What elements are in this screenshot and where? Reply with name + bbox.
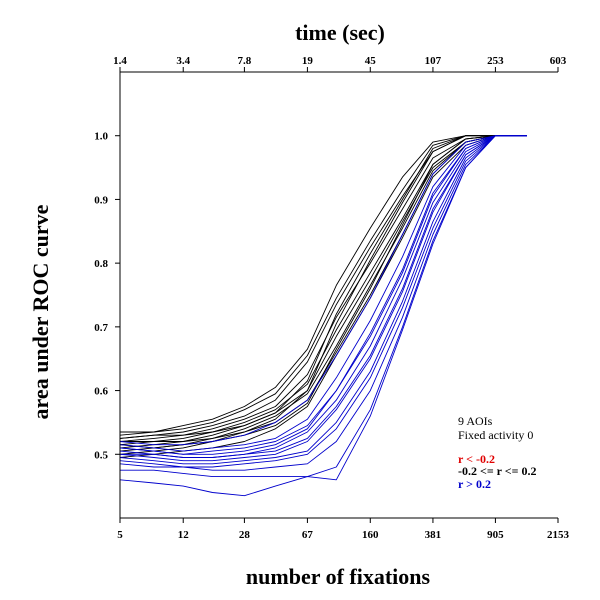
series-line-black-9: [120, 135, 527, 442]
x2-axis-title: time (sec): [295, 20, 385, 45]
x-tick-label: 67: [302, 529, 314, 541]
y-tick-label: 0.9: [94, 194, 108, 206]
series-line-blue-18: [119, 135, 527, 465]
series-line-black-3: [119, 135, 527, 439]
x-tick-label: 12: [178, 529, 190, 541]
series-line-black-4: [119, 135, 527, 442]
x2-tick-label: 45: [365, 55, 377, 67]
legend-entry-red: r < -0.2: [458, 452, 495, 466]
series-line-blue-22: [119, 135, 527, 497]
x2-tick-label: 3.4: [176, 55, 190, 67]
series-line-blue-23: [119, 135, 527, 455]
series-line-blue-24: [120, 135, 527, 458]
legend-heading-1: 9 AOIs: [458, 414, 493, 428]
x2-tick-label: 7.8: [238, 55, 252, 67]
axes-layer: 5 1.4 12 3.4 28 7.8 67 19 160 45 381 107 905 253 2153 6…: [94, 55, 569, 541]
y-tick-label: 0.6: [94, 386, 108, 398]
legend-heading-2: Fixed activity 0: [458, 428, 533, 442]
series-line-blue-17: [119, 135, 527, 462]
series-line-black-10: [119, 135, 527, 449]
series-line-black-11: [119, 135, 527, 439]
x-tick-label: 381: [425, 529, 442, 541]
x-axis-title: number of fixations: [246, 564, 431, 589]
x-tick-label: 5: [117, 529, 123, 541]
series-line-black-1: [120, 135, 527, 433]
x2-tick-label: 603: [550, 55, 567, 67]
x2-tick-label: 107: [425, 55, 442, 67]
series-line-black-12: [119, 135, 527, 458]
x2-tick-label: 1.4: [113, 55, 127, 67]
y-tick-label: 1.0: [94, 131, 108, 143]
x-tick-label: 2153: [547, 529, 570, 541]
y-tick-label: 0.7: [94, 322, 108, 334]
series-line-blue-14: [119, 135, 527, 452]
y-axis-title: area under ROC curve: [28, 204, 53, 419]
x-tick-label: 905: [487, 529, 504, 541]
x2-tick-label: 253: [487, 55, 504, 67]
series-line-blue-15: [119, 135, 527, 455]
x2-tick-label: 19: [302, 55, 314, 67]
series-line-black-6: [119, 135, 527, 449]
x-tick-label: 160: [362, 529, 379, 541]
series-line-blue-16: [119, 135, 527, 458]
legend-entry-blue: r > 0.2: [458, 477, 491, 491]
legend: 9 AOIs Fixed activity 0 r < -0.2 -0.2 <=…: [458, 414, 536, 491]
series-layer: [119, 135, 527, 497]
y-tick-label: 0.5: [94, 449, 108, 461]
series-line-black-7: [119, 135, 527, 452]
y-tick-label: 0.8: [94, 258, 108, 270]
series-line-blue-20: [119, 135, 527, 471]
series-line-blue-13: [119, 135, 527, 446]
x-tick-label: 28: [239, 529, 251, 541]
legend-entry-black: -0.2 <= r <= 0.2: [458, 464, 536, 478]
series-line-black-2: [119, 135, 527, 436]
series-line-blue-19: [119, 135, 527, 468]
series-line-black-5: [119, 135, 527, 446]
